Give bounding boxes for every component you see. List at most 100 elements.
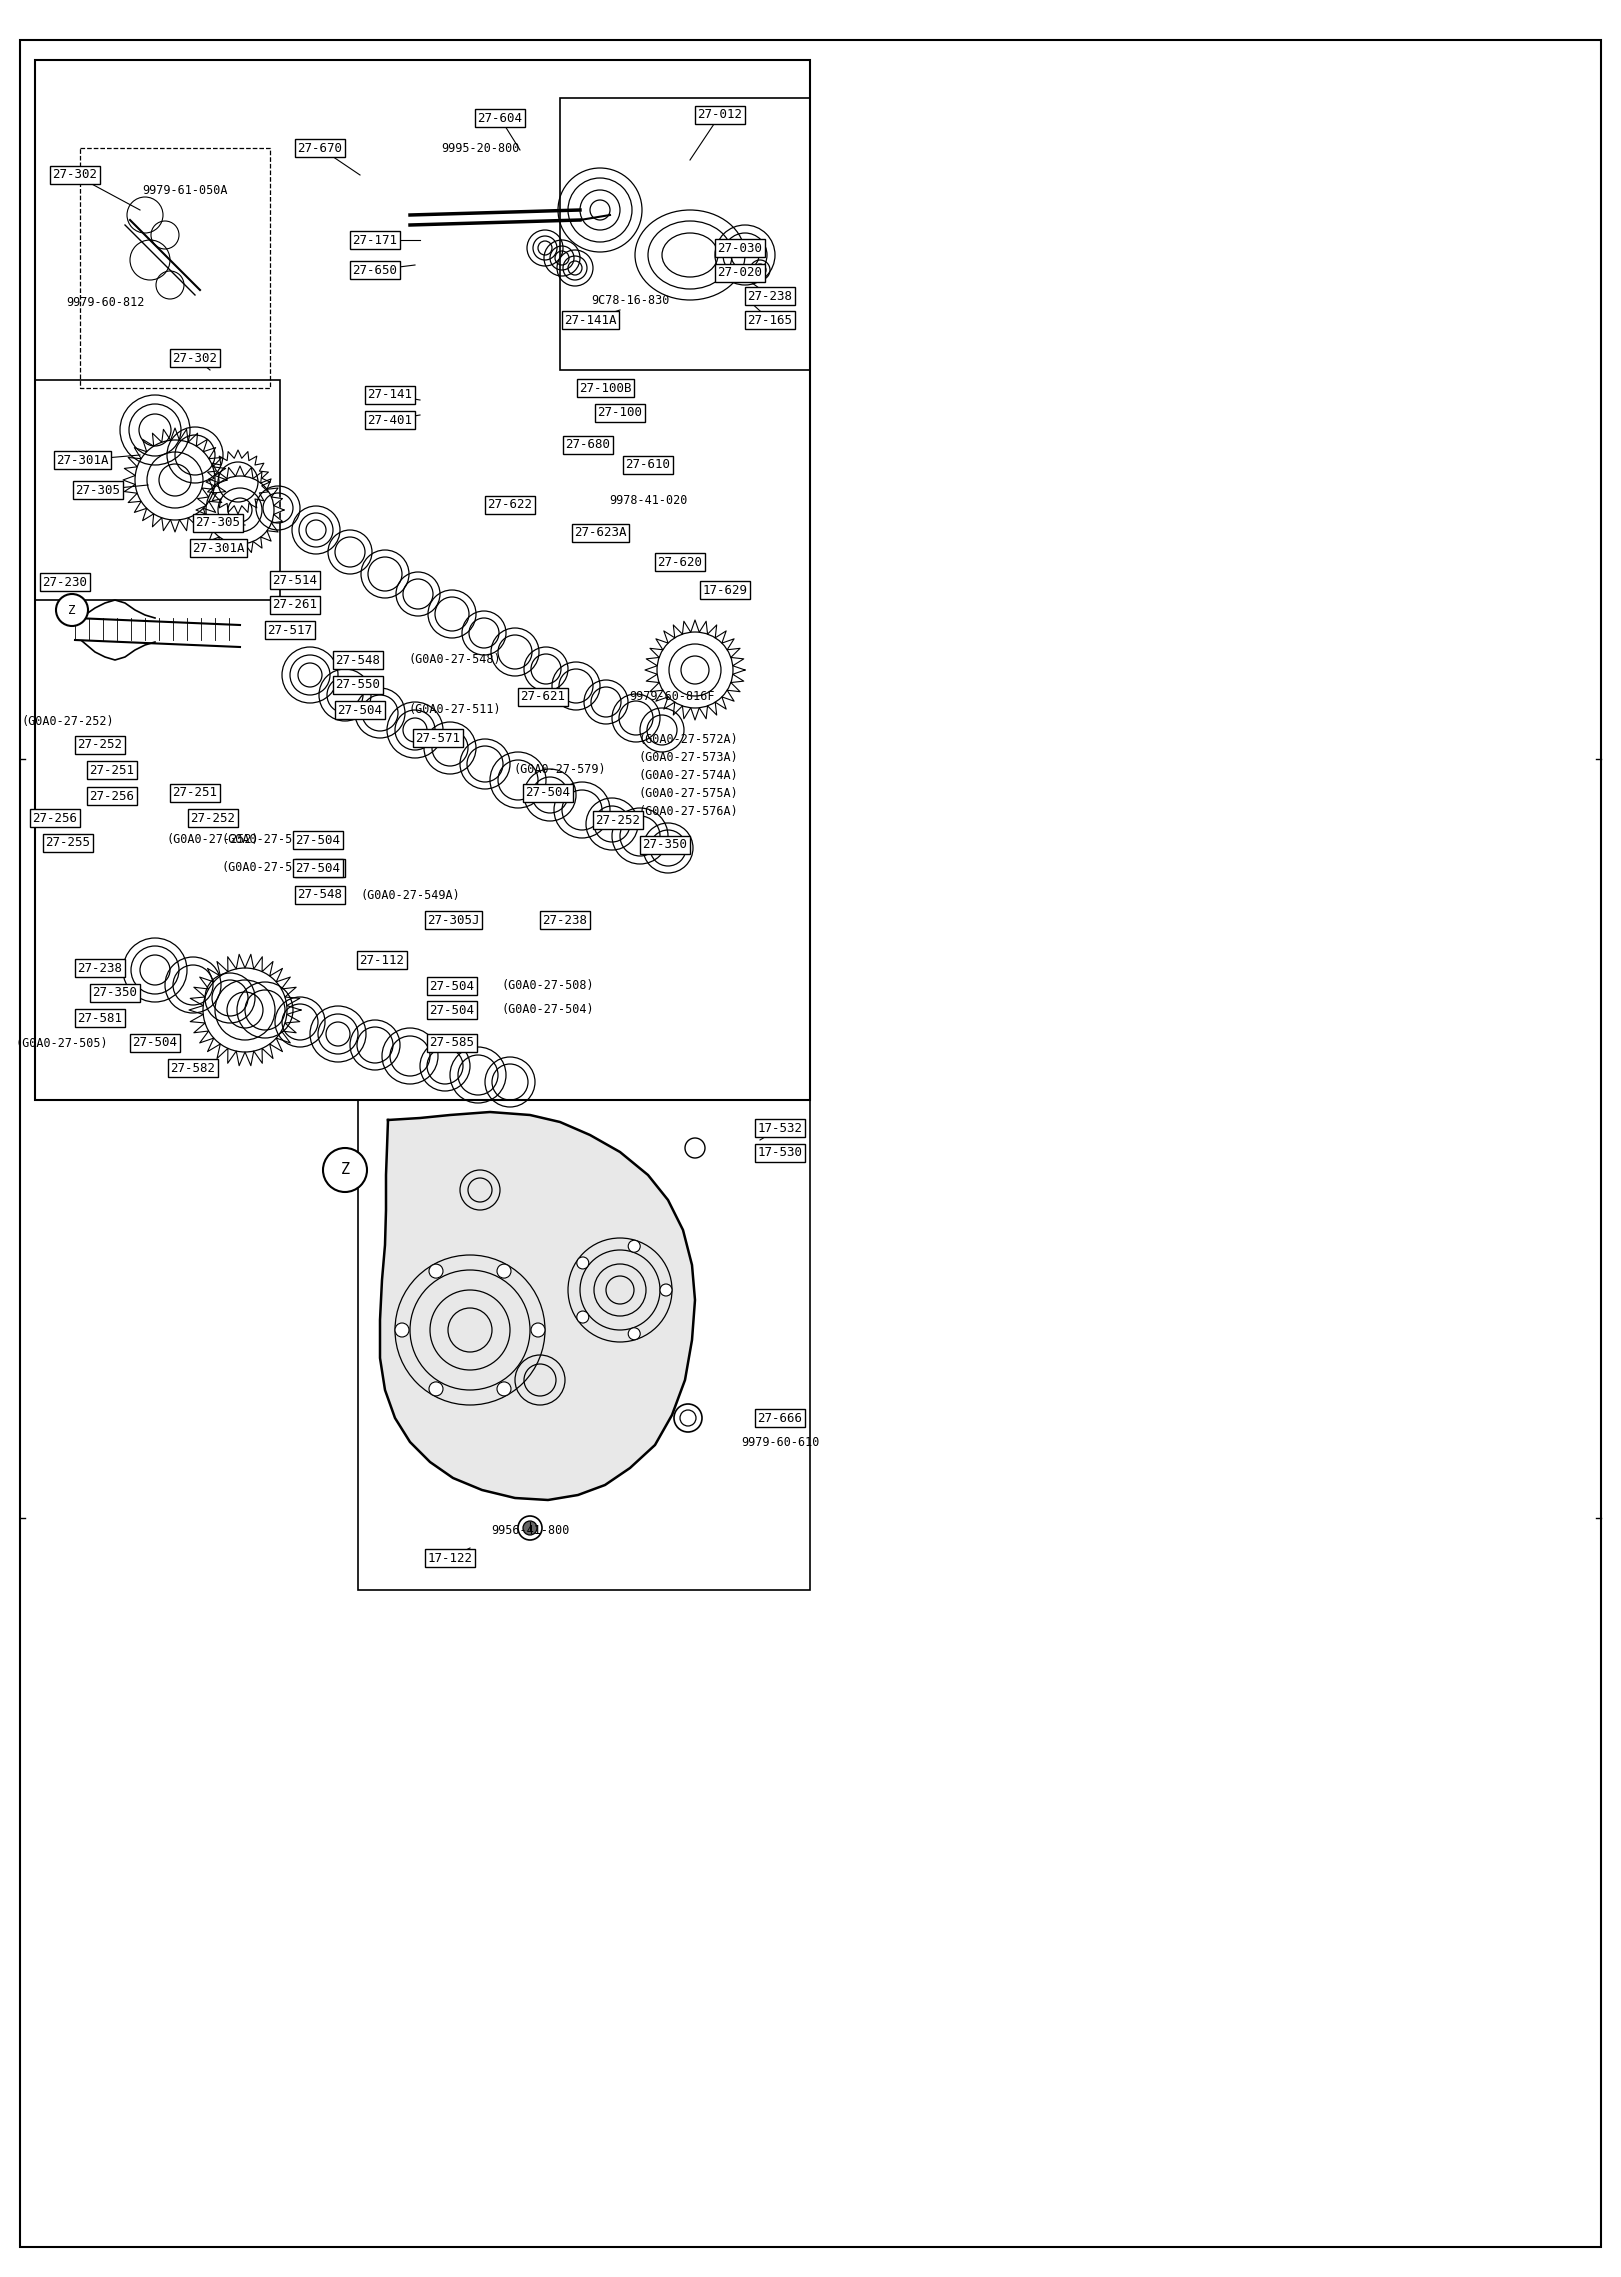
Text: (G0A0-27-579): (G0A0-27-579): [514, 763, 606, 776]
Text: 27-238: 27-238: [78, 961, 123, 975]
Text: 9995-20-800: 9995-20-800: [441, 141, 519, 155]
Text: 27-261: 27-261: [272, 599, 318, 613]
Text: (G0A0-27-511): (G0A0-27-511): [408, 704, 501, 717]
Text: 27-504: 27-504: [295, 833, 340, 847]
Text: 27-680: 27-680: [566, 439, 611, 451]
Text: 27-305: 27-305: [76, 483, 120, 496]
Circle shape: [679, 1409, 695, 1425]
Circle shape: [660, 1284, 673, 1296]
Circle shape: [430, 1382, 443, 1396]
Text: (G0A0-27-252): (G0A0-27-252): [167, 833, 259, 847]
Text: 27-401: 27-401: [368, 414, 412, 426]
Circle shape: [674, 1405, 702, 1432]
Circle shape: [498, 1382, 511, 1396]
Circle shape: [629, 1241, 640, 1252]
Polygon shape: [190, 954, 302, 1066]
Text: 9978-41-020: 9978-41-020: [609, 494, 687, 505]
Circle shape: [577, 1312, 588, 1323]
Text: 27-517: 27-517: [267, 624, 313, 638]
Circle shape: [524, 1521, 537, 1535]
Text: (G0A0-27-549A): (G0A0-27-549A): [360, 888, 460, 902]
Text: 27-238: 27-238: [543, 913, 587, 927]
Text: (G0A0-27-504): (G0A0-27-504): [501, 1004, 595, 1016]
Text: 9C78-16-830: 9C78-16-830: [590, 294, 669, 307]
Text: 27-504: 27-504: [295, 861, 340, 874]
Text: (G0A0-27-575A): (G0A0-27-575A): [639, 788, 738, 802]
Circle shape: [686, 1138, 705, 1159]
Circle shape: [323, 1148, 366, 1191]
Polygon shape: [123, 428, 227, 533]
Text: 27-666: 27-666: [757, 1412, 802, 1425]
Text: 27-252: 27-252: [595, 813, 640, 827]
Circle shape: [498, 1264, 511, 1277]
Text: 9979-60-816F: 9979-60-816F: [629, 690, 715, 704]
Text: 27-302: 27-302: [52, 168, 97, 182]
Text: (G0A0-27-508): (G0A0-27-508): [501, 979, 595, 993]
Text: 27-622: 27-622: [488, 499, 533, 512]
Text: 27-252: 27-252: [191, 811, 235, 824]
Polygon shape: [196, 467, 284, 553]
Text: 27-604: 27-604: [478, 112, 522, 125]
Text: 27-255: 27-255: [45, 836, 91, 849]
Text: 27-302: 27-302: [172, 351, 217, 364]
Text: (G0A0-27-507): (G0A0-27-507): [222, 833, 314, 847]
Text: 27-100: 27-100: [598, 408, 642, 419]
Text: 27-504: 27-504: [525, 786, 571, 799]
Text: 27-251: 27-251: [172, 786, 217, 799]
Text: 27-171: 27-171: [352, 235, 397, 246]
Circle shape: [629, 1327, 640, 1339]
Text: (G0A0-27-573A): (G0A0-27-573A): [639, 751, 738, 765]
Text: 27-256: 27-256: [89, 790, 135, 802]
Text: 17-122: 17-122: [428, 1551, 472, 1564]
Bar: [358, 1100, 810, 1589]
Text: 27-252: 27-252: [78, 738, 123, 751]
Text: 9979-61-050A: 9979-61-050A: [143, 184, 227, 196]
Circle shape: [396, 1323, 408, 1337]
Text: 17-532: 17-532: [757, 1123, 802, 1134]
Text: 27-571: 27-571: [415, 731, 460, 745]
Text: 27-581: 27-581: [78, 1011, 123, 1025]
Text: 27-548: 27-548: [336, 653, 381, 667]
Polygon shape: [379, 1111, 695, 1501]
Text: (G0A0-27-548): (G0A0-27-548): [408, 653, 501, 667]
Text: 17-530: 17-530: [757, 1148, 802, 1159]
Text: 27-230: 27-230: [42, 576, 88, 587]
Text: 27-141: 27-141: [368, 389, 412, 401]
Text: 27-238: 27-238: [747, 289, 793, 303]
Text: 27-548: 27-548: [298, 888, 342, 902]
Text: 27-256: 27-256: [32, 811, 78, 824]
Text: 27-564: 27-564: [298, 861, 342, 874]
Text: Z: Z: [340, 1164, 350, 1177]
Text: 27-305: 27-305: [196, 517, 240, 531]
Text: Z: Z: [68, 603, 76, 617]
Text: 27-030: 27-030: [718, 241, 762, 255]
Text: 27-020: 27-020: [718, 266, 762, 280]
Text: (G0A0-27-574A): (G0A0-27-574A): [639, 770, 738, 783]
Text: 9979-60-610: 9979-60-610: [741, 1435, 819, 1448]
Circle shape: [577, 1257, 588, 1268]
Text: 27-610: 27-610: [626, 458, 671, 471]
Text: 27-251: 27-251: [89, 763, 135, 776]
Text: 27-350: 27-350: [642, 838, 687, 852]
Text: 27-621: 27-621: [520, 690, 566, 704]
Text: 27-504: 27-504: [430, 979, 475, 993]
Text: 27-623A: 27-623A: [574, 526, 626, 540]
Text: 27-585: 27-585: [430, 1036, 475, 1050]
Polygon shape: [645, 619, 746, 720]
Text: (G0A0-27-507): (G0A0-27-507): [222, 861, 314, 874]
Text: 27-650: 27-650: [352, 264, 397, 276]
Text: 27-350: 27-350: [92, 986, 138, 1000]
Text: 27-141A: 27-141A: [564, 314, 616, 326]
Text: (G0A0-27-576A): (G0A0-27-576A): [639, 806, 738, 817]
Circle shape: [532, 1323, 545, 1337]
Text: 27-504: 27-504: [133, 1036, 178, 1050]
Text: 27-550: 27-550: [336, 679, 381, 692]
Circle shape: [57, 594, 88, 626]
Circle shape: [430, 1264, 443, 1277]
Text: 9979-60-812: 9979-60-812: [66, 296, 144, 310]
Text: 27-100B: 27-100B: [579, 383, 631, 394]
Text: (G0A0-27-505): (G0A0-27-505): [16, 1036, 109, 1050]
Text: (G0A0-27-252): (G0A0-27-252): [21, 715, 115, 729]
Text: 27-670: 27-670: [298, 141, 342, 155]
Text: 27-012: 27-012: [697, 109, 742, 121]
